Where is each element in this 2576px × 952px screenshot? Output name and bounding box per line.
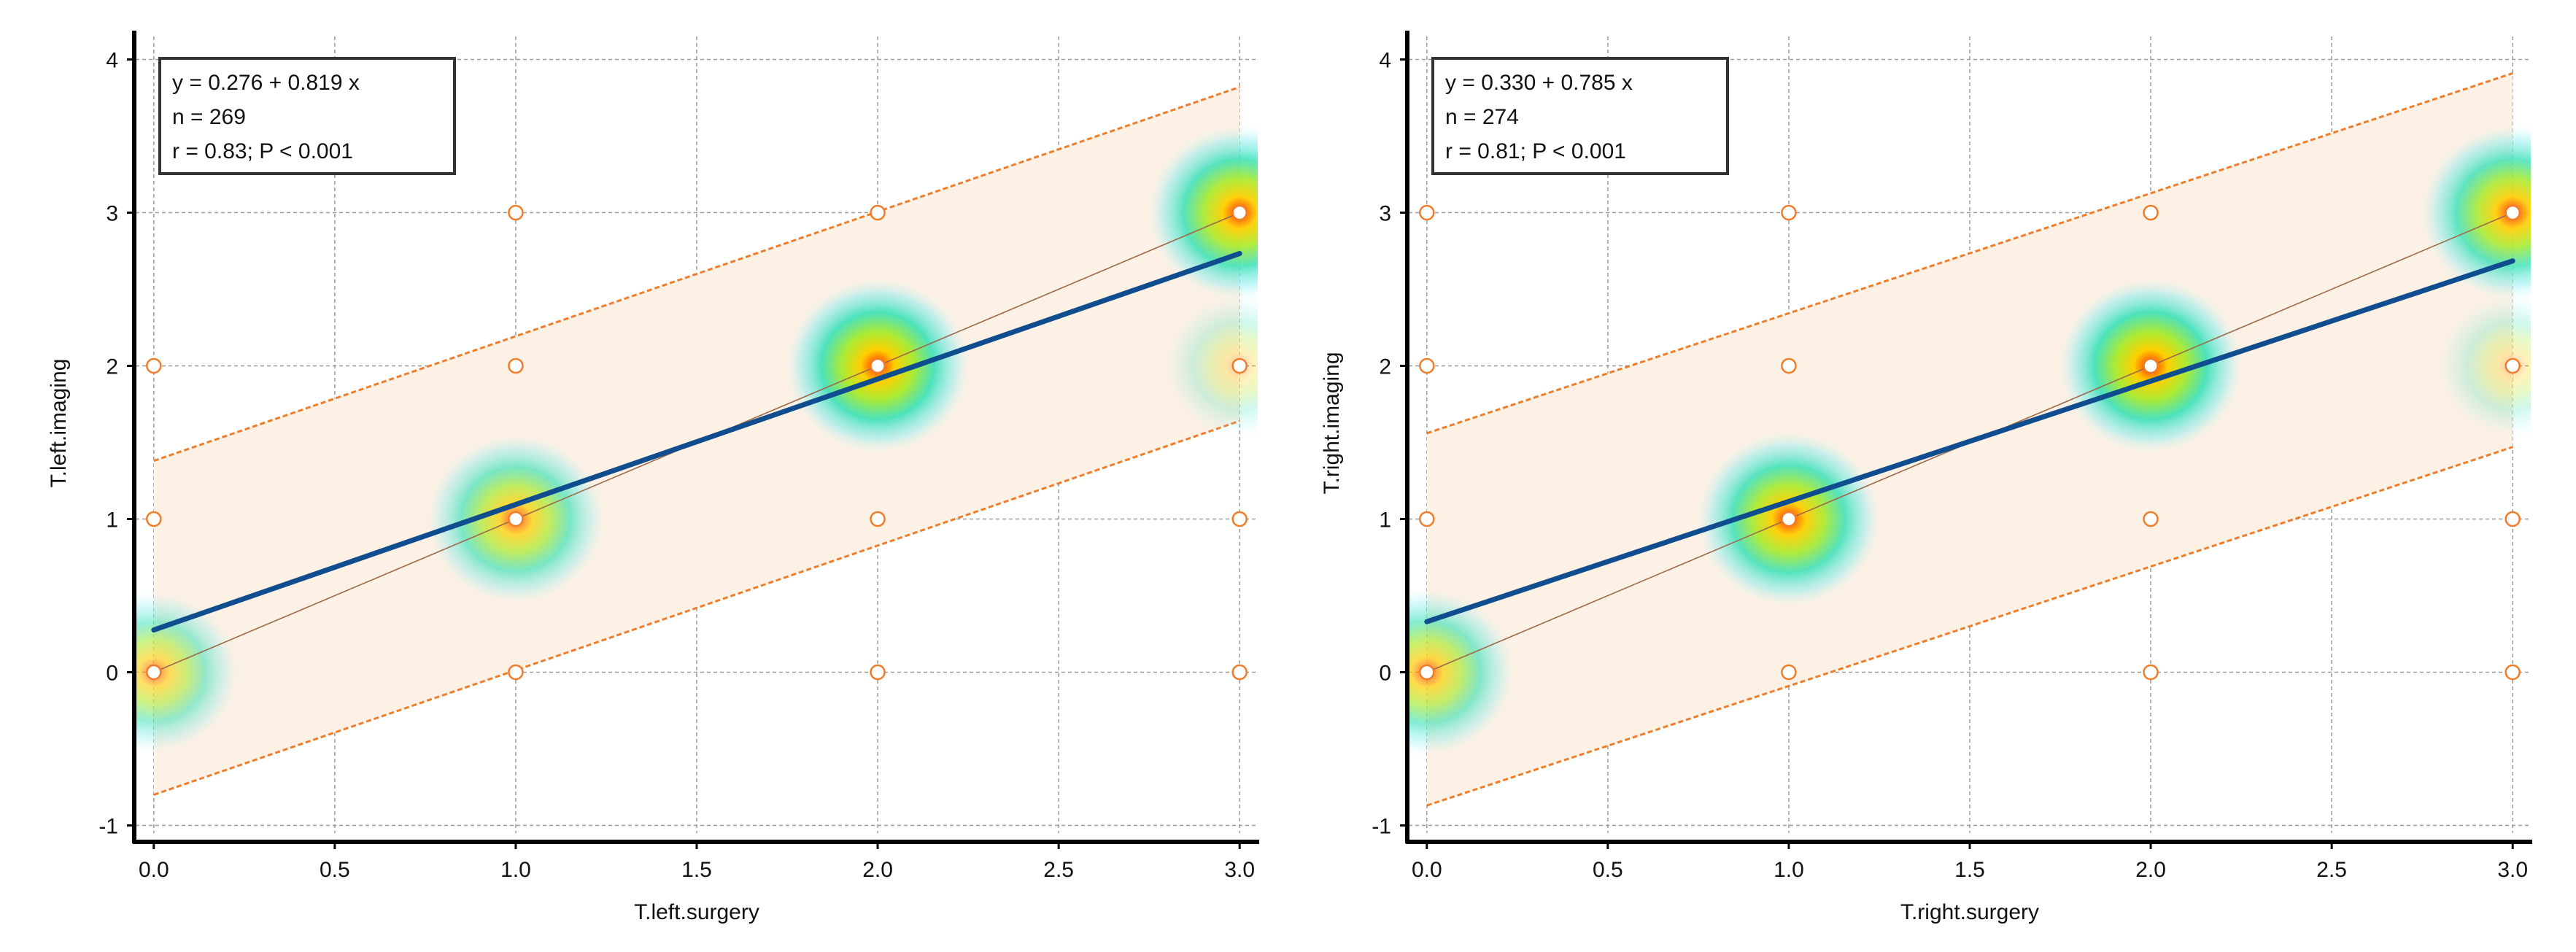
regression-line-left bbox=[151, 251, 1242, 633]
density-blob-left bbox=[1161, 292, 1258, 440]
y-axis-label-right: T.right.imaging bbox=[1320, 352, 1344, 494]
data-point-right bbox=[2505, 664, 2521, 681]
x-tick-label-right: 0.5 bbox=[1593, 858, 1623, 882]
x-tick-label-left: 1.0 bbox=[500, 858, 531, 882]
x-tick-label-left: 3.0 bbox=[1224, 858, 1255, 882]
y-tick-label-left: 3 bbox=[106, 202, 118, 226]
axes-right bbox=[1400, 31, 2532, 849]
tick-labels-right: -1 0 1 2 3 4 0.0 0.5 1.0 1.5 2.0 2.5 3.0 bbox=[1372, 49, 2528, 883]
x-tick-label-right: 0.0 bbox=[1412, 858, 1442, 882]
stats-n-left: n = 269 bbox=[172, 105, 246, 129]
x-tick-label-right: 2.5 bbox=[2316, 858, 2347, 882]
points-left bbox=[146, 204, 1248, 681]
density-blob-right bbox=[1409, 587, 1517, 758]
density-blob-left bbox=[136, 589, 241, 755]
data-point-right bbox=[2505, 357, 2521, 374]
y-tick-label-right: -1 bbox=[1372, 815, 1391, 839]
x-tick-label-left: 0.0 bbox=[139, 858, 169, 882]
y-tick-label-right: 3 bbox=[1379, 202, 1391, 226]
chart-left: -1 0 1 2 3 4 0.0 0.5 1.0 1.5 2.0 2.5 3.0 T.left.surg… bbox=[47, 31, 1259, 924]
axes-left bbox=[127, 31, 1259, 849]
y-tick-label-left: 4 bbox=[106, 49, 118, 73]
density-layer-right bbox=[1409, 123, 2531, 758]
data-point-left bbox=[146, 357, 162, 374]
data-point-right bbox=[2143, 204, 2159, 221]
data-point-left bbox=[870, 511, 886, 527]
data-point-left bbox=[146, 664, 162, 681]
fit-lines-left bbox=[151, 212, 1242, 673]
data-point-right bbox=[1781, 664, 1797, 681]
data-point-left bbox=[146, 511, 162, 527]
data-point-right bbox=[2143, 511, 2159, 527]
stats-box-right: y = 0.330 + 0.785 x n = 274 r = 0.81; P … bbox=[1431, 57, 1729, 175]
regression-line-right bbox=[1424, 258, 2515, 624]
x-tick-label-right: 1.5 bbox=[1954, 858, 1985, 882]
x-tick-label-left: 1.5 bbox=[681, 858, 712, 882]
stats-r-right: r = 0.81; P < 0.001 bbox=[1445, 139, 1626, 163]
y-tick-label-right: 0 bbox=[1379, 662, 1391, 686]
data-point-left bbox=[1231, 511, 1248, 527]
lower-prediction-limit-left bbox=[153, 419, 1240, 796]
data-point-left bbox=[1231, 204, 1248, 221]
y-tick-label-right: 2 bbox=[1379, 355, 1391, 379]
density-blob-right bbox=[2418, 123, 2531, 303]
data-point-left bbox=[508, 664, 524, 681]
data-point-right bbox=[1781, 511, 1797, 527]
y-tick-label-left: 2 bbox=[106, 355, 118, 379]
upper-prediction-limit-left bbox=[153, 85, 1240, 463]
data-point-left bbox=[1231, 664, 1248, 681]
stats-n-right: n = 274 bbox=[1445, 105, 1519, 129]
data-point-right bbox=[1419, 204, 1435, 221]
y-axis-label-left: T.left.imaging bbox=[47, 359, 71, 488]
stats-r-left: r = 0.83; P < 0.001 bbox=[172, 139, 353, 163]
data-point-right bbox=[1781, 204, 1797, 221]
fit-lines-right bbox=[1424, 212, 2515, 673]
stats-equation-right: y = 0.330 + 0.785 x bbox=[1445, 71, 1633, 95]
data-point-right bbox=[2143, 664, 2159, 681]
data-point-left bbox=[508, 357, 524, 374]
lower-prediction-limit-right bbox=[1426, 446, 2513, 807]
stats-equation-left: y = 0.276 + 0.819 x bbox=[172, 71, 360, 95]
points-right bbox=[1419, 204, 2521, 681]
data-point-right bbox=[1781, 357, 1797, 374]
data-point-left bbox=[1231, 357, 1248, 374]
data-point-right bbox=[2505, 204, 2521, 221]
x-tick-label-left: 2.5 bbox=[1043, 858, 1074, 882]
x-axis-label-left: T.left.surgery bbox=[634, 900, 759, 924]
data-point-right bbox=[2143, 357, 2159, 374]
data-point-right bbox=[2505, 511, 2521, 527]
y-tick-label-right: 4 bbox=[1379, 49, 1391, 73]
y-tick-label-left: 0 bbox=[106, 662, 118, 686]
data-point-left bbox=[870, 204, 886, 221]
data-point-left bbox=[870, 357, 886, 374]
data-point-left bbox=[870, 664, 886, 681]
data-point-left bbox=[508, 511, 524, 527]
y-tick-label-left: -1 bbox=[98, 815, 118, 839]
x-tick-label-right: 2.0 bbox=[2135, 858, 2166, 882]
y-tick-label-right: 1 bbox=[1379, 508, 1391, 533]
stats-box-left: y = 0.276 + 0.819 x n = 269 r = 0.83; P … bbox=[158, 57, 456, 175]
chart-right: -1 0 1 2 3 4 0.0 0.5 1.0 1.5 2.0 2.5 3.0 T.right.sur… bbox=[1320, 31, 2532, 924]
x-tick-label-right: 3.0 bbox=[2497, 858, 2528, 882]
data-point-right bbox=[1419, 357, 1435, 374]
data-point-right bbox=[1419, 664, 1435, 681]
x-tick-label-left: 0.5 bbox=[320, 858, 350, 882]
tick-labels-left: -1 0 1 2 3 4 0.0 0.5 1.0 1.5 2.0 2.5 3.0 bbox=[98, 49, 1255, 883]
data-point-right bbox=[1419, 511, 1435, 527]
x-tick-label-left: 2.0 bbox=[862, 858, 893, 882]
density-blob-right bbox=[2434, 292, 2531, 440]
x-axis-label-right: T.right.surgery bbox=[1900, 900, 2039, 924]
x-tick-label-right: 1.0 bbox=[1774, 858, 1804, 882]
y-tick-label-left: 1 bbox=[106, 508, 118, 533]
data-point-left bbox=[508, 204, 524, 221]
upper-prediction-limit-right bbox=[1426, 71, 2513, 435]
